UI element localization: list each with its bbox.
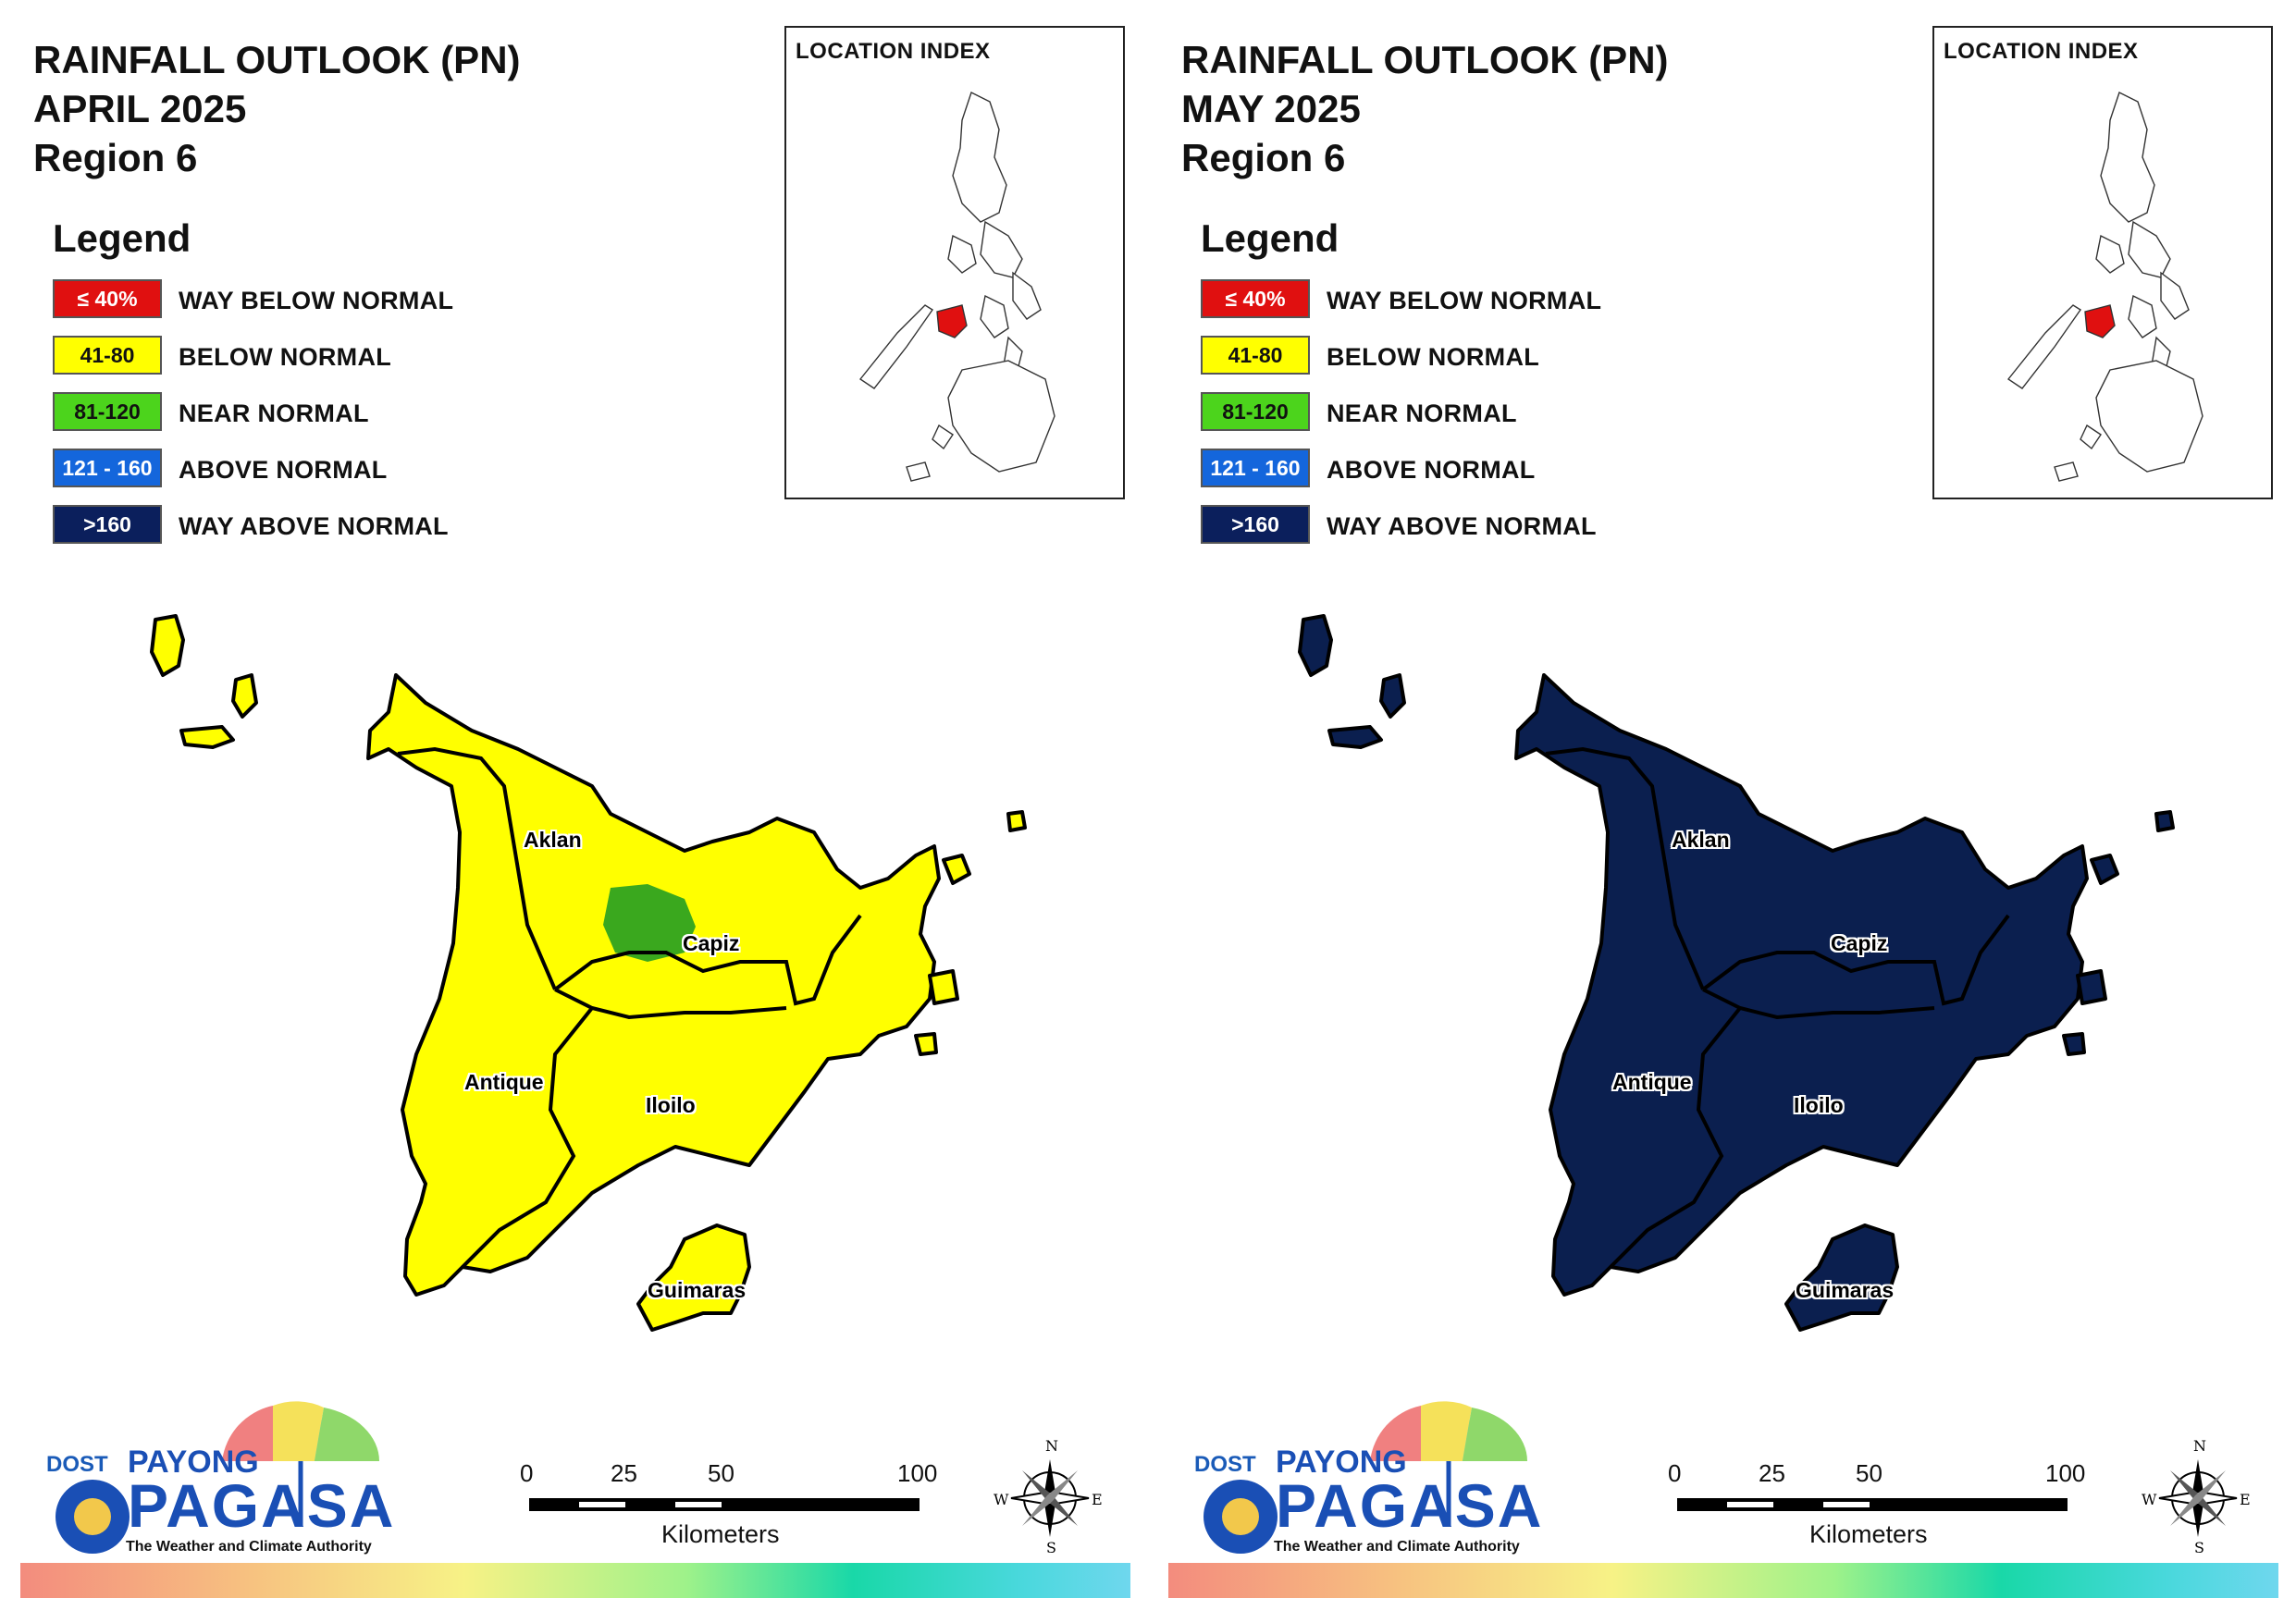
scale-tick: 0 xyxy=(1668,1459,1682,1487)
compass-s: S xyxy=(1046,1539,1056,1556)
umbrella-icon xyxy=(1204,1401,1527,1554)
legend-label: ABOVE NORMAL xyxy=(179,456,388,484)
swatch-above: 121 - 160 xyxy=(53,449,162,487)
gradient-footer-bar xyxy=(20,1563,1130,1598)
swatch-way-below: ≤ 40% xyxy=(53,279,162,318)
legend-heading: Legend xyxy=(1201,216,1339,260)
scale-tick: 50 xyxy=(1856,1459,1882,1487)
location-index-title: LOCATION INDEX xyxy=(1944,39,2139,64)
scale-tick: 0 xyxy=(520,1459,534,1487)
legend-label: ABOVE NORMAL xyxy=(1327,456,1536,484)
payong-label: PAYONG xyxy=(128,1445,259,1480)
legend-label: WAY BELOW NORMAL xyxy=(179,287,454,314)
province-label-guimaras: Guimaras xyxy=(1796,1278,1895,1302)
swatch-below: 41-80 xyxy=(53,336,162,375)
location-index: LOCATION INDEX xyxy=(1932,26,2273,499)
swatch-way-above: >160 xyxy=(1201,505,1310,544)
province-label-antique: Antique xyxy=(1612,1070,1692,1094)
swatch-near: 81-120 xyxy=(1201,392,1310,431)
province-label-capiz: Capiz xyxy=(1831,931,1888,955)
swatch-below: 41-80 xyxy=(1201,336,1310,375)
title-line-3: Region 6 xyxy=(1181,136,1346,179)
compass-e: E xyxy=(1092,1491,1103,1508)
title-line-2: APRIL 2025 xyxy=(33,87,247,130)
philippines-index-map xyxy=(2006,92,2203,482)
swatch-way-below: ≤ 40% xyxy=(1201,279,1310,318)
map-title: RAINFALL OUTLOOK (PN) APRIL 2025 Region … xyxy=(33,35,521,182)
scale-bar-graphic xyxy=(529,1498,920,1511)
title-line-3: Region 6 xyxy=(33,136,198,179)
compass-w: W xyxy=(994,1491,1009,1508)
province-label-iloilo: Iloilo xyxy=(646,1093,696,1117)
location-index-title: LOCATION INDEX xyxy=(796,39,991,64)
legend-label: WAY BELOW NORMAL xyxy=(1327,287,1602,314)
compass-rose: N S E W xyxy=(2142,1437,2251,1556)
scale-bar-graphic xyxy=(1677,1498,2068,1511)
compass-w: W xyxy=(2142,1491,2157,1508)
legend-label: WAY ABOVE NORMAL xyxy=(1327,512,1597,540)
april-outlook-panel: RAINFALL OUTLOOK (PN) APRIL 2025 Region … xyxy=(20,26,1130,1598)
near-normal-area xyxy=(603,884,696,962)
pagasa-logo: DOST PAYONG PAGASA The Weather and Clima… xyxy=(37,1387,393,1563)
region-6-map xyxy=(150,614,1027,1332)
title-line-2: MAY 2025 xyxy=(1181,87,1361,130)
tagline: The Weather and Climate Authority xyxy=(126,1539,372,1555)
region-6-highlight xyxy=(2084,304,2116,338)
scale-units: Kilometers xyxy=(1809,1520,1928,1548)
legend-label: NEAR NORMAL xyxy=(1327,400,1517,427)
scale-tick: 100 xyxy=(897,1459,938,1487)
philippines-index-map xyxy=(858,92,1055,482)
legend-heading: Legend xyxy=(53,216,191,260)
scale-bar: 0 25 50 100 Kilometers xyxy=(1668,1459,2086,1561)
umbrella-icon xyxy=(56,1401,379,1554)
legend-label: BELOW NORMAL xyxy=(1327,343,1540,371)
compass-e: E xyxy=(2240,1491,2251,1508)
province-label-antique: Antique xyxy=(464,1070,544,1094)
dost-label: DOST xyxy=(1194,1452,1256,1477)
scale-units: Kilometers xyxy=(661,1520,780,1548)
title-line-1: RAINFALL OUTLOOK (PN) xyxy=(1181,38,1669,81)
scale-tick: 25 xyxy=(1759,1459,1785,1487)
gradient-footer-bar xyxy=(1168,1563,2278,1598)
may-outlook-panel: RAINFALL OUTLOOK (PN) MAY 2025 Region 6 … xyxy=(1148,0,2296,1623)
scale-tick: 50 xyxy=(708,1459,734,1487)
compass-icon xyxy=(1010,1459,1090,1537)
province-label-aklan: Aklan xyxy=(1672,828,1730,852)
pagasa-label: PAGASA xyxy=(1276,1471,1544,1540)
region-6-map xyxy=(1298,614,2175,1332)
legend-label: NEAR NORMAL xyxy=(179,400,369,427)
province-label-aklan: Aklan xyxy=(524,828,582,852)
payong-label: PAYONG xyxy=(1276,1445,1407,1480)
pagasa-logo: DOST PAYONG PAGASA The Weather and Clima… xyxy=(1185,1387,1541,1563)
pagasa-label: PAGASA xyxy=(128,1471,396,1540)
swatch-near: 81-120 xyxy=(53,392,162,431)
swatch-way-above: >160 xyxy=(53,505,162,544)
province-label-iloilo: Iloilo xyxy=(1794,1093,1844,1117)
legend-label: BELOW NORMAL xyxy=(179,343,392,371)
compass-n: N xyxy=(1045,1437,1058,1455)
compass-icon xyxy=(2158,1459,2238,1537)
location-index: LOCATION INDEX xyxy=(784,26,1125,499)
province-label-capiz: Capiz xyxy=(683,931,740,955)
compass-s: S xyxy=(2194,1539,2204,1556)
legend-label: WAY ABOVE NORMAL xyxy=(179,512,449,540)
province-label-guimaras: Guimaras xyxy=(648,1278,747,1302)
swatch-above: 121 - 160 xyxy=(1201,449,1310,487)
scale-tick: 25 xyxy=(611,1459,637,1487)
region-6-highlight xyxy=(936,304,968,338)
title-line-1: RAINFALL OUTLOOK (PN) xyxy=(33,38,521,81)
compass-rose: N S E W xyxy=(994,1437,1103,1556)
scale-tick: 100 xyxy=(2045,1459,2086,1487)
tagline: The Weather and Climate Authority xyxy=(1274,1539,1520,1555)
compass-n: N xyxy=(2193,1437,2206,1455)
scale-bar: 0 25 50 100 Kilometers xyxy=(520,1459,938,1561)
map-title: RAINFALL OUTLOOK (PN) MAY 2025 Region 6 xyxy=(1181,35,1669,182)
dost-label: DOST xyxy=(46,1452,108,1477)
